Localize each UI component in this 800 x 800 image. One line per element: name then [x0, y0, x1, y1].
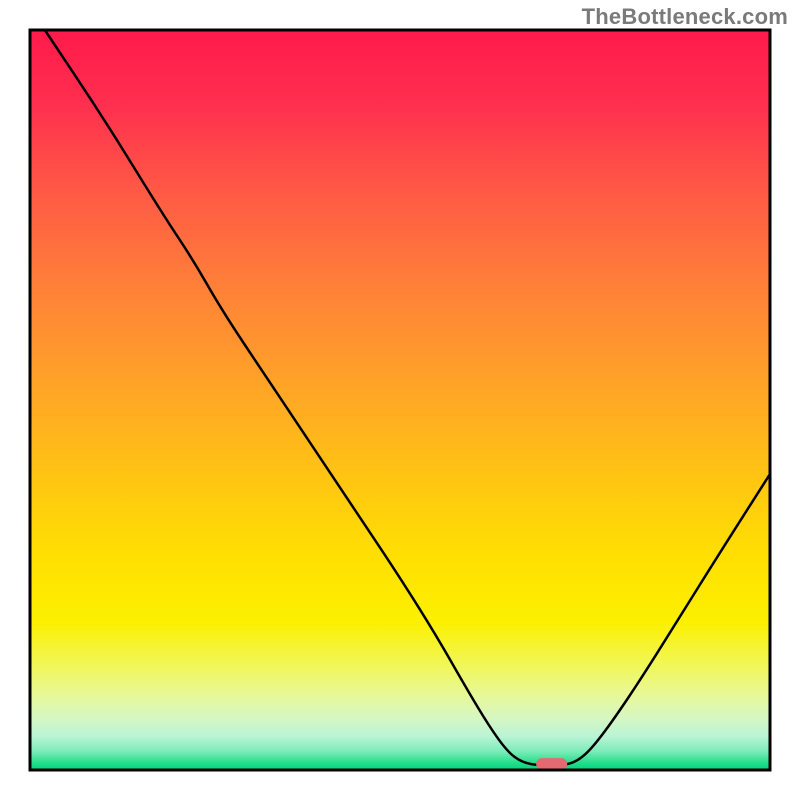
- bottleneck-chart: [0, 0, 800, 800]
- watermark-text: TheBottleneck.com: [582, 4, 788, 30]
- chart-container: TheBottleneck.com: [0, 0, 800, 800]
- plot-background: [30, 30, 770, 770]
- optimal-marker: [536, 758, 567, 770]
